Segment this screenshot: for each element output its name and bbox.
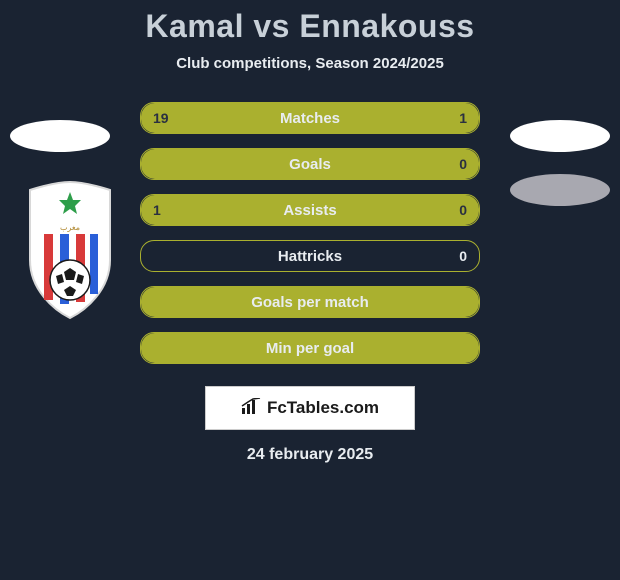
stat-label: Assists (141, 195, 479, 225)
stat-label: Matches (141, 103, 479, 133)
player-badge-left (10, 120, 110, 152)
stat-bar: Hattricks0 (140, 240, 480, 272)
stat-label: Hattricks (141, 241, 479, 271)
stat-value-right: 0 (459, 195, 467, 225)
stat-label: Goals per match (141, 287, 479, 317)
fctables-label: FcTables.com (267, 398, 379, 418)
page-title: Kamal vs Ennakouss (0, 8, 620, 45)
stat-bar: Goals per match (140, 286, 480, 318)
stat-bar: Min per goal (140, 332, 480, 364)
club-logo: مغرب (26, 180, 114, 320)
stat-value-right: 1 (459, 103, 467, 133)
svg-text:مغرب: مغرب (60, 223, 80, 232)
player-badge-right-secondary (510, 174, 610, 206)
stats-bars: Matches191Goals0Assists10Hattricks0Goals… (140, 102, 480, 364)
comparison-card: Kamal vs Ennakouss Club competitions, Se… (0, 0, 620, 580)
page-subtitle: Club competitions, Season 2024/2025 (0, 55, 620, 72)
stat-bar: Matches19 1 (140, 102, 480, 134)
stat-label: Min per goal (141, 333, 479, 363)
fctables-badge: FcTables.com (205, 386, 415, 430)
stat-value-left: 1 (153, 195, 161, 225)
date-line: 24 february 2025 (0, 446, 620, 464)
chart-icon (241, 398, 261, 419)
stat-value-left: 19 (153, 103, 169, 133)
stat-value-right: 0 (459, 149, 467, 179)
player-badge-right (510, 120, 610, 152)
stat-value-right: 0 (459, 241, 467, 271)
stat-bar: Goals0 (140, 148, 480, 180)
stat-label: Goals (141, 149, 479, 179)
stat-bar: Assists1 0 (140, 194, 480, 226)
